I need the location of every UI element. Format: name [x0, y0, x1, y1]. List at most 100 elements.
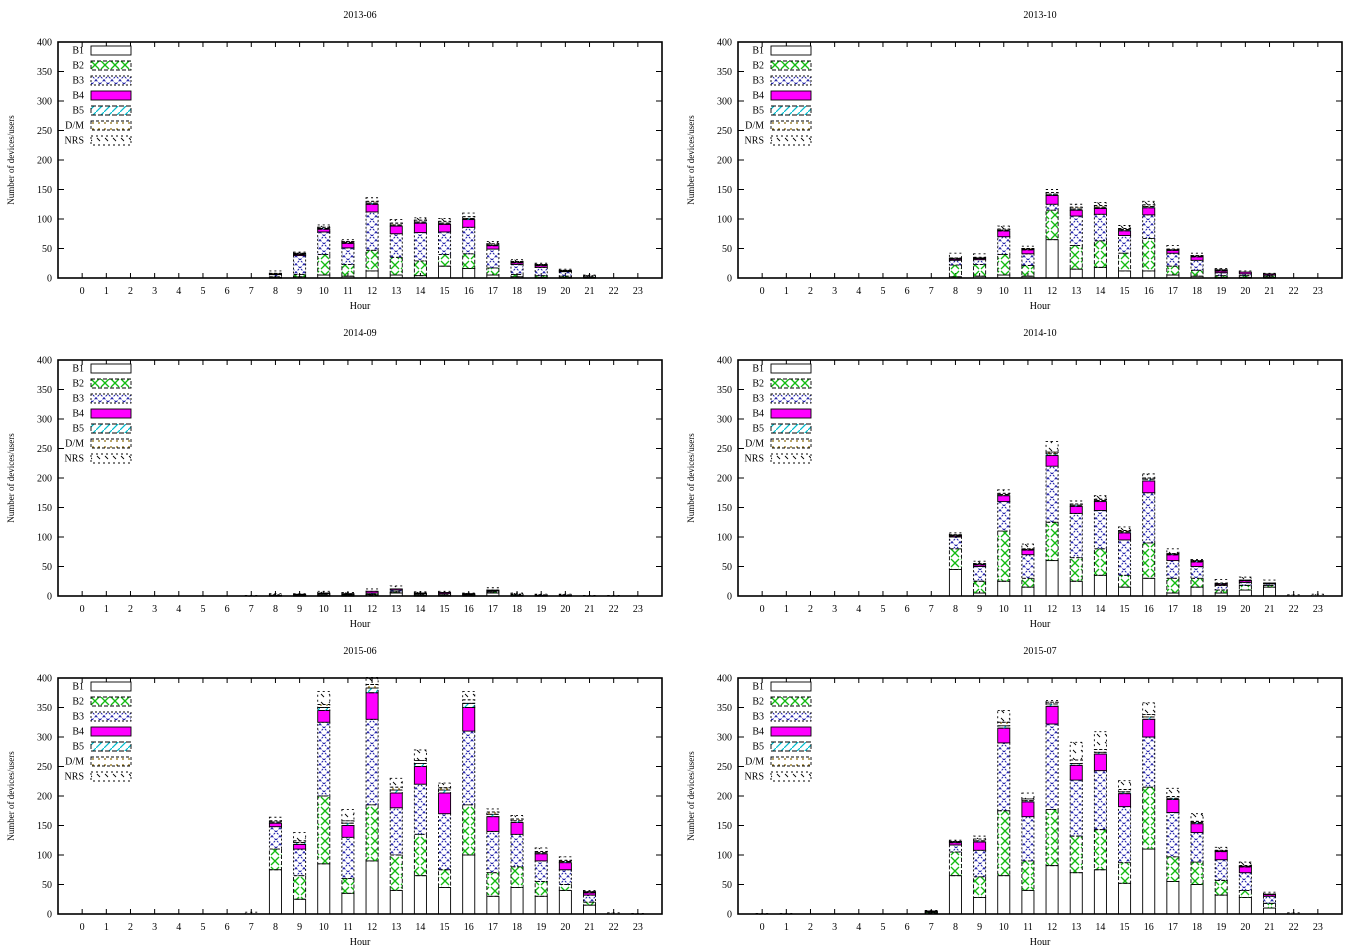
bar-segment-nrs-hour-8 [268, 593, 282, 596]
x-tick-label: 8 [953, 604, 958, 615]
bar-segment-b3-hour-20 [1238, 872, 1252, 891]
bar-segment-b1-hour-16 [1142, 577, 1156, 597]
legend-label: B1 [752, 682, 764, 693]
bar-segment-b5-hour-18 [1190, 560, 1204, 563]
y-tick-label: 200 [37, 792, 52, 803]
bar-segment-b5-hour-11 [1021, 548, 1035, 551]
bar-segment-nrs-hour-10 [997, 225, 1011, 230]
bar-segment-b2-hour-16 [1142, 786, 1156, 850]
x-tick-label: 2 [128, 922, 133, 933]
bar-segment-b3-hour-18 [510, 833, 524, 868]
bar-segment-b5-hour-11 [1021, 800, 1035, 803]
bar-segment-nrs-hour-23 [1311, 593, 1325, 597]
bar-segment-b3-hour-13 [1069, 512, 1083, 559]
bar-segment-b4-hour-10 [997, 230, 1011, 238]
bar-segment-b1-hour-12 [1045, 239, 1059, 279]
x-tick-label: 5 [200, 922, 205, 933]
bar-segment-b3-hour-18 [510, 263, 524, 275]
y-tick-label: 50 [42, 244, 52, 255]
legend-label: D/M [65, 439, 84, 450]
x-tick-label: 2 [808, 286, 813, 297]
x-tick-label: 6 [905, 922, 910, 933]
bar-segment-nrs-hour-20 [1238, 861, 1252, 867]
bar-segment-b5-hour-18 [1190, 255, 1204, 258]
bar-segment-b4-hour-11 [1021, 801, 1035, 818]
bar-segment-nrs-hour-17 [486, 240, 500, 245]
bar-segment-b2-hour-13 [389, 256, 403, 276]
bar-segment-b3-hour-12 [1045, 203, 1059, 211]
x-tick-label: 6 [225, 604, 230, 615]
bar-segment-nrs-hour-10 [997, 489, 1011, 494]
legend-swatch-dm [770, 438, 812, 449]
y-tick-label: 250 [717, 762, 732, 773]
x-tick-label: 11 [343, 922, 353, 933]
legend-swatch-dm [770, 120, 812, 131]
x-tick-label: 12 [367, 604, 377, 615]
y-tick-label: 150 [717, 821, 732, 832]
legend-label: B4 [72, 727, 84, 738]
bar-segment-b3-hour-18 [1190, 832, 1204, 863]
x-tick-label: 7 [249, 604, 254, 615]
x-tick-label: 4 [856, 604, 861, 615]
legend-swatch-b5 [770, 105, 812, 116]
y-tick-label: 0 [727, 274, 732, 285]
x-tick-label: 17 [488, 922, 498, 933]
bar-segment-dm-hour-14 [413, 760, 427, 764]
bar-segment-b3-hour-20 [558, 271, 572, 277]
bar-segment-b2-hour-14 [1093, 829, 1107, 871]
x-tick-label: 8 [273, 922, 278, 933]
x-tick-label: 4 [176, 604, 181, 615]
bar-segment-b2-hour-18 [1190, 269, 1204, 277]
y-axis-label: Number of devices/users [6, 751, 16, 841]
bar-segment-b4-hour-16 [462, 707, 476, 732]
bar-segment-nrs-hour-13 [389, 777, 403, 788]
x-tick-label: 10 [999, 286, 1009, 297]
bar-segment-b5-hour-9 [293, 253, 307, 256]
bar-segment-b1-hour-18 [1190, 884, 1204, 915]
bar-segment-b1-hour-20 [1238, 589, 1252, 597]
legend-swatch-b1 [770, 681, 812, 692]
legend-swatch-b5 [90, 105, 132, 116]
legend-swatch-nrs [90, 135, 132, 146]
y-tick-label: 150 [37, 185, 52, 196]
legend-label: NRS [65, 772, 84, 783]
bar-segment-b1-hour-8 [948, 875, 962, 915]
x-tick-label: 1 [104, 604, 109, 615]
legend-swatch-b5 [770, 741, 812, 752]
y-tick-label: 0 [47, 274, 52, 285]
bar-segment-nrs-hour-19 [534, 262, 548, 265]
y-tick-label: 100 [37, 533, 52, 544]
legend-label: NRS [745, 772, 764, 783]
legend-label: B3 [752, 76, 764, 87]
x-tick-label: 5 [880, 922, 885, 933]
legend-swatch-b5 [770, 423, 812, 434]
bar-segment-b2-hour-15 [1118, 862, 1132, 884]
bar-segment-b3-hour-15 [438, 231, 452, 255]
bar-segment-dm-hour-12 [1045, 701, 1059, 705]
y-tick-label: 400 [37, 38, 52, 49]
bar-segment-b1-hour-12 [1045, 865, 1059, 915]
x-tick-label: 10 [999, 604, 1009, 615]
x-tick-label: 18 [512, 286, 522, 297]
x-tick-label: 7 [929, 922, 934, 933]
bar-segment-nrs-hour-19 [1214, 579, 1228, 584]
y-tick-label: 200 [717, 792, 732, 803]
x-tick-label: 2 [808, 922, 813, 933]
bar-segment-b5-hour-20 [1238, 865, 1252, 868]
bar-segment-b4-hour-17 [1166, 554, 1180, 562]
x-tick-label: 7 [249, 922, 254, 933]
bar-segment-b1-hour-21 [1263, 586, 1277, 597]
bar-segment-nrs-hour-12 [1045, 440, 1059, 453]
bar-segment-nrs-hour-13 [1069, 500, 1083, 505]
bar-segment-b4-hour-9 [973, 841, 987, 851]
legend-label: B5 [72, 742, 84, 753]
y-tick-label: 300 [37, 733, 52, 744]
x-tick-label: 3 [832, 286, 837, 297]
legend-label: D/M [745, 121, 764, 132]
bar-segment-b5-hour-16 [1142, 206, 1156, 209]
bar-segment-nrs-hour-9 [973, 253, 987, 258]
bar-segment-b3-hour-16 [462, 226, 476, 255]
bar-segment-b5-hour-10 [317, 707, 331, 711]
